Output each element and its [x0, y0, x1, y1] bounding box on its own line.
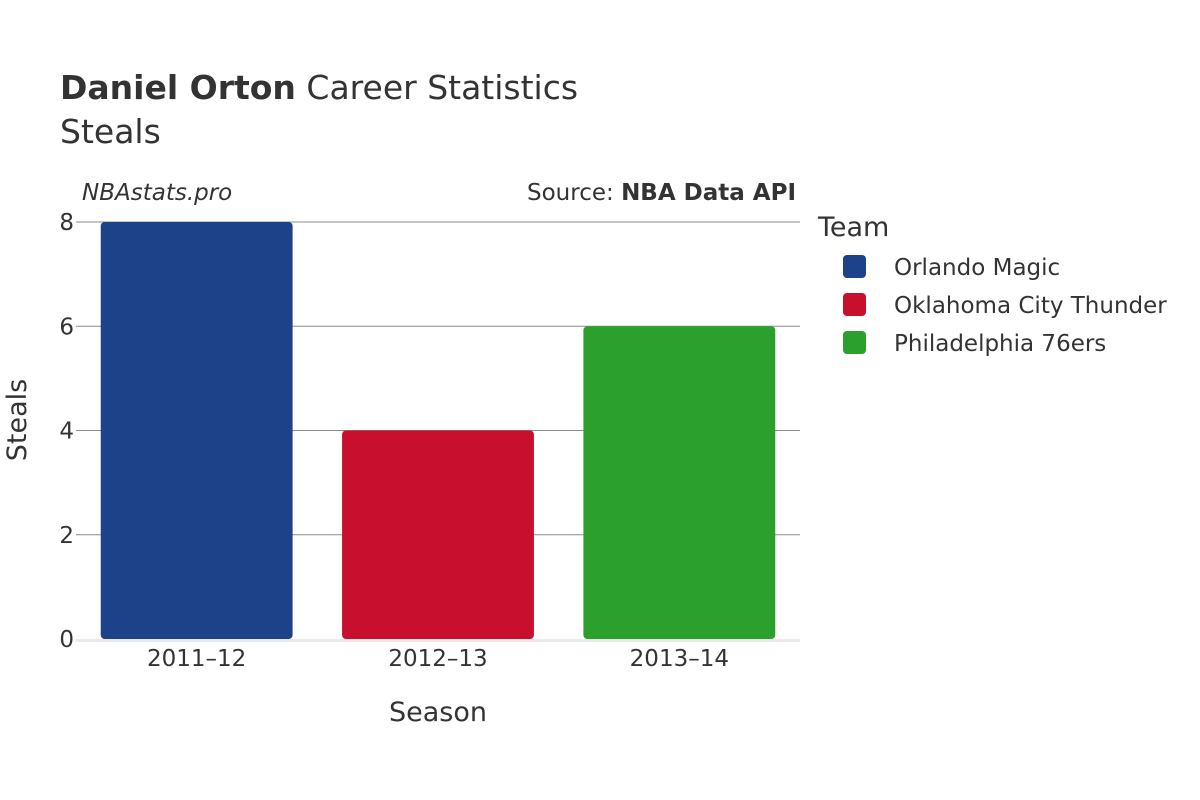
- x-tick-label: 2011–12: [147, 646, 246, 672]
- bar: [342, 430, 534, 639]
- legend: Team Orlando Magic Oklahoma City Thunder P…: [817, 212, 1167, 357]
- chart-subtitle: Steals: [60, 112, 161, 151]
- source-prefix: Source:: [527, 180, 621, 206]
- bar: [583, 326, 776, 639]
- y-tick-label: 6: [59, 314, 74, 340]
- y-tick-label: 8: [59, 210, 74, 236]
- x-tick-label: 2013–14: [630, 646, 729, 672]
- legend-label: Orlando Magic: [894, 255, 1060, 281]
- x-axis-ticks: 2011–12 2012–13 2013–14: [147, 646, 729, 672]
- legend-title: Team: [817, 212, 889, 243]
- y-tick-label: 2: [59, 523, 74, 549]
- legend-swatch: [843, 255, 866, 278]
- chart-title: Daniel Orton Career Statistics: [60, 68, 578, 108]
- source-credit: Source: NBA Data API: [527, 180, 796, 206]
- y-axis-ticks: 0 2 4 6 8: [59, 210, 74, 653]
- player-name: Daniel Orton: [60, 68, 296, 107]
- x-axis-title: Season: [389, 697, 487, 728]
- y-tick-label: 4: [59, 419, 74, 445]
- legend-swatch: [843, 293, 866, 316]
- bars: [100, 222, 776, 639]
- legend-items: Orlando Magic Oklahoma City Thunder Philad…: [843, 255, 1167, 357]
- legend-label: Oklahoma City Thunder: [894, 293, 1167, 319]
- legend-label: Philadelphia 76ers: [894, 331, 1106, 357]
- bar: [100, 222, 293, 639]
- title-rest: Career Statistics: [306, 68, 579, 107]
- y-tick-label: 0: [59, 627, 74, 653]
- legend-swatch: [843, 331, 866, 354]
- x-tick-label: 2012–13: [388, 646, 487, 672]
- source-name: NBA Data API: [621, 180, 796, 206]
- y-axis-title: Steals: [2, 379, 33, 461]
- watermark: NBAstats.pro: [82, 180, 232, 206]
